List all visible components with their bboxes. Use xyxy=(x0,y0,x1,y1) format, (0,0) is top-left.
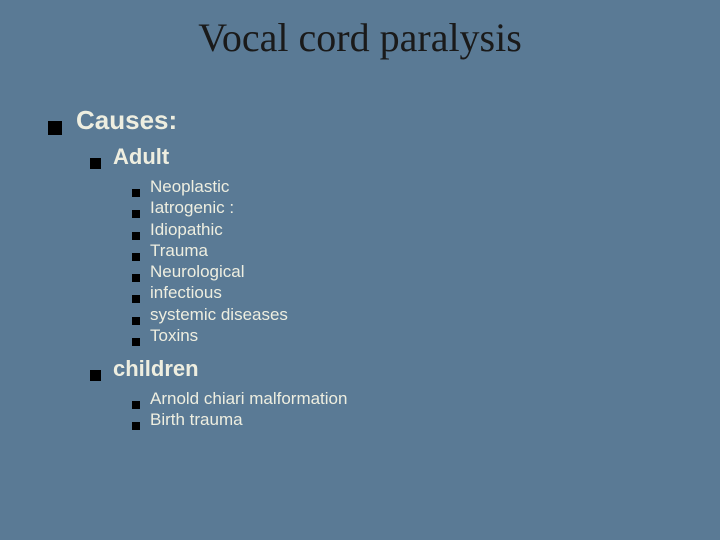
square-bullet-icon xyxy=(132,274,140,282)
square-bullet-icon xyxy=(132,317,140,325)
square-bullet-icon xyxy=(132,210,140,218)
bullet-lvl3: Birth trauma xyxy=(132,409,720,430)
lvl3-text: Neoplastic xyxy=(150,176,229,197)
bullet-lvl3: Trauma xyxy=(132,240,720,261)
square-bullet-icon xyxy=(132,338,140,346)
lvl3-text: Trauma xyxy=(150,240,208,261)
lvl3-text: Arnold chiari malformation xyxy=(150,388,347,409)
lvl3-text: Neurological xyxy=(150,261,245,282)
bullet-lvl3: Toxins xyxy=(132,325,720,346)
bullet-lvl3: systemic diseases xyxy=(132,304,720,325)
square-bullet-icon xyxy=(48,121,62,135)
square-bullet-icon xyxy=(90,370,101,381)
bullet-lvl3: Arnold chiari malformation xyxy=(132,388,720,409)
lvl3-text: Iatrogenic : xyxy=(150,197,234,218)
square-bullet-icon xyxy=(132,401,140,409)
lvl1-text: Causes: xyxy=(76,105,177,136)
bullet-lvl1: Causes: xyxy=(48,105,720,136)
slide-content: Causes: Adult Neoplastic Iatrogenic : Id… xyxy=(0,71,720,431)
square-bullet-icon xyxy=(132,232,140,240)
bullet-lvl3: Neoplastic xyxy=(132,176,720,197)
slide: Vocal cord paralysis Causes: Adult Neopl… xyxy=(0,0,720,540)
bullet-lvl2: Adult xyxy=(90,144,720,170)
bullet-lvl2: children xyxy=(90,356,720,382)
slide-title: Vocal cord paralysis xyxy=(0,0,720,71)
square-bullet-icon xyxy=(132,253,140,261)
lvl3-text: infectious xyxy=(150,282,222,303)
lvl3-container: Neoplastic Iatrogenic : Idiopathic Traum… xyxy=(90,174,720,346)
square-bullet-icon xyxy=(132,295,140,303)
lvl3-text: Birth trauma xyxy=(150,409,243,430)
bullet-lvl3: Iatrogenic : xyxy=(132,197,720,218)
lvl2-container: Adult Neoplastic Iatrogenic : Idiopathic xyxy=(48,144,720,431)
bullet-lvl3: Neurological xyxy=(132,261,720,282)
square-bullet-icon xyxy=(132,422,140,430)
lvl2-text: children xyxy=(113,356,199,382)
lvl3-text: Toxins xyxy=(150,325,198,346)
square-bullet-icon xyxy=(90,158,101,169)
square-bullet-icon xyxy=(132,189,140,197)
bullet-lvl3: infectious xyxy=(132,282,720,303)
lvl3-text: Idiopathic xyxy=(150,219,223,240)
lvl3-container: Arnold chiari malformation Birth trauma xyxy=(90,386,720,431)
lvl2-text: Adult xyxy=(113,144,169,170)
lvl3-text: systemic diseases xyxy=(150,304,288,325)
bullet-lvl3: Idiopathic xyxy=(132,219,720,240)
